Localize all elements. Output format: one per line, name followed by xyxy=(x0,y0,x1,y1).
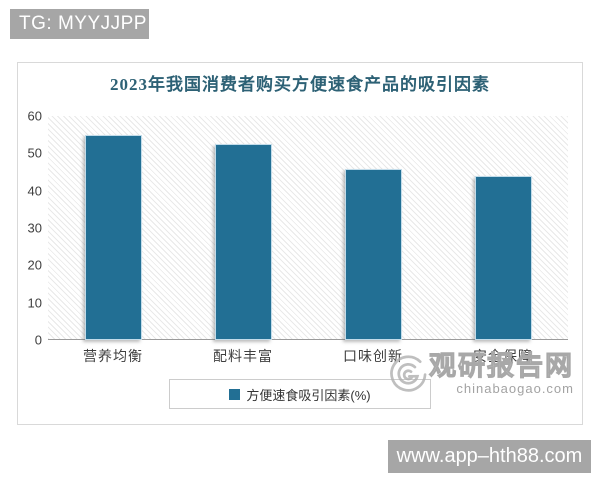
y-tick-label: 20 xyxy=(27,257,42,273)
bar-slot xyxy=(178,116,308,340)
y-tick-label: 10 xyxy=(27,295,42,311)
x-axis-label: 口味创新 xyxy=(343,348,403,364)
watermark-domain: chinabaogao.com xyxy=(456,381,574,396)
y-tick-label: 40 xyxy=(27,183,42,199)
x-axis-label: 配料丰富 xyxy=(213,348,273,364)
y-tick-label: 60 xyxy=(27,108,42,124)
legend-label: 方便速食吸引因素(%) xyxy=(246,387,371,403)
tg-overlay-label: TG: MYYJJPP xyxy=(19,13,147,34)
bar-slot xyxy=(308,116,438,340)
y-tick-label: 30 xyxy=(27,220,42,236)
chart-area: 0 10 20 30 40 50 60 xyxy=(28,109,568,348)
bar-安全保障 xyxy=(474,175,532,340)
bar-口味创新 xyxy=(344,169,402,340)
y-axis: 0 10 20 30 40 50 60 xyxy=(14,109,42,348)
legend-box: 方便速食吸引因素(%) xyxy=(169,379,431,409)
site-overlay-badge: www.app–hth88.com xyxy=(388,440,591,473)
tg-overlay-badge: TG: MYYJJPP xyxy=(10,9,149,39)
y-tick-label: 50 xyxy=(27,145,42,161)
bar-series xyxy=(48,116,568,340)
bar-配料丰富 xyxy=(214,144,272,340)
chart-panel: 2023年我国消费者购买方便速食产品的吸引因素 0 10 20 30 40 50 60 营养… xyxy=(17,62,583,425)
y-tick-label: 0 xyxy=(34,332,42,348)
x-axis-label: 安全保障 xyxy=(473,348,533,364)
bar-营养均衡 xyxy=(84,134,142,340)
x-axis: 营养均衡 配料丰富 口味创新 安全保障 xyxy=(48,346,568,366)
site-overlay-label: www.app–hth88.com xyxy=(396,445,583,467)
bar-slot xyxy=(48,116,178,340)
legend-swatch-icon xyxy=(229,388,241,400)
chart-title: 2023年我国消费者购买方便速食产品的吸引因素 xyxy=(110,75,490,94)
x-axis-label: 营养均衡 xyxy=(83,348,143,364)
bar-slot xyxy=(438,116,568,340)
